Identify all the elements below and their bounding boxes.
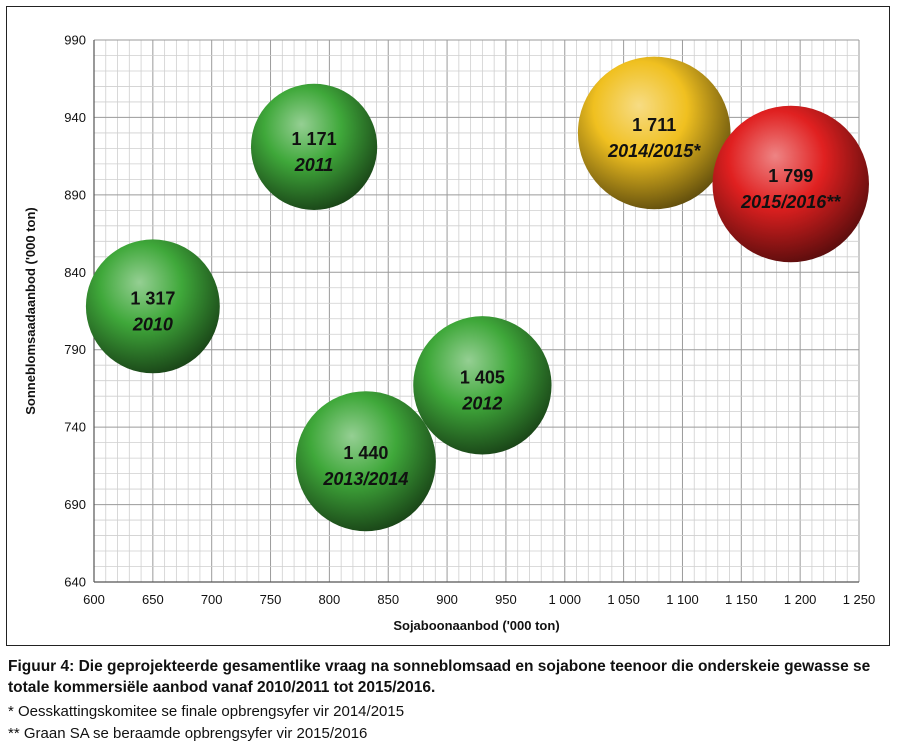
bubble-0: 1 317 2010 (85, 239, 220, 374)
bubble-season-label: 2015/2016** (740, 192, 841, 212)
bubble-value-label: 1 405 (460, 367, 505, 387)
y-tick-label: 790 (64, 342, 86, 357)
y-tick-label: 890 (64, 187, 86, 202)
bubble-3: 1 440 2013/2014 (295, 391, 436, 532)
bubble-value-label: 1 317 (130, 288, 175, 308)
bubble-value-label: 1 711 (632, 115, 676, 135)
bubble-season-label: 2013/2014 (322, 469, 408, 489)
bubble-mark (577, 56, 731, 210)
x-tick-label: 1 250 (843, 592, 876, 607)
x-axis-label: Sojaboonaanbod ('000 ton) (393, 618, 559, 633)
bubble-1: 1 171 2011 (250, 83, 378, 210)
bubble-5: 1 799 2015/2016** (712, 105, 869, 263)
figure-footnote-2: ** Graan SA se beraamde opbrengsyfer vir… (8, 725, 368, 742)
x-tick-label: 800 (319, 592, 341, 607)
x-tick-label: 1 000 (548, 592, 581, 607)
bubble-season-label: 2011 (294, 155, 334, 175)
bubble-season-label: 2012 (461, 393, 502, 413)
bubble-value-label: 1 799 (768, 166, 813, 186)
x-tick-label: 950 (495, 592, 517, 607)
x-tick-label: 1 100 (666, 592, 699, 607)
y-axis-label: Sonneblomsaadaanbod ('000 ton) (23, 207, 38, 415)
x-tick-label: 700 (201, 592, 223, 607)
bubble-value-label: 1 171 (292, 129, 337, 149)
x-tick-label: 850 (377, 592, 399, 607)
x-tick-label: 900 (436, 592, 458, 607)
y-tick-label: 940 (64, 110, 86, 125)
bubble-mark (250, 83, 378, 210)
bubble-2: 1 405 2012 (413, 316, 552, 455)
bubble-season-label: 2014/2015* (607, 141, 701, 161)
bubble-season-label: 2010 (132, 314, 173, 334)
bubble-mark (413, 316, 552, 455)
x-tick-label: 650 (142, 592, 164, 607)
x-tick-label: 750 (260, 592, 282, 607)
y-tick-label: 990 (64, 33, 86, 48)
figure-footnote-1: * Oesskattingskomitee se finale opbrengs… (8, 703, 405, 720)
x-tick-label: 1 200 (784, 592, 817, 607)
bubble-mark (712, 105, 869, 263)
y-tick-label: 640 (64, 575, 86, 590)
y-tick-label: 690 (64, 497, 86, 512)
chart-frame: 600 650 700 750 800 850 900 950 1 000 1 050 1 100 1… (6, 6, 890, 646)
bubble-4: 1 711 2014/2015* (577, 56, 731, 210)
y-tick-label: 740 (64, 420, 86, 435)
figure-caption-title: Figuur 4: Die geprojekteerde gesamentlik… (8, 658, 871, 696)
x-tick-label: 1 150 (725, 592, 758, 607)
x-tick-label: 1 050 (607, 592, 640, 607)
bubble-value-label: 1 440 (343, 443, 388, 463)
bubble-mark (295, 391, 436, 532)
y-tick-label: 840 (64, 265, 86, 280)
bubble-chart: 600 650 700 750 800 850 900 950 1 000 1 050 1 100 1… (23, 33, 876, 634)
x-tick-label: 600 (83, 592, 105, 607)
bubble-mark (85, 239, 220, 374)
